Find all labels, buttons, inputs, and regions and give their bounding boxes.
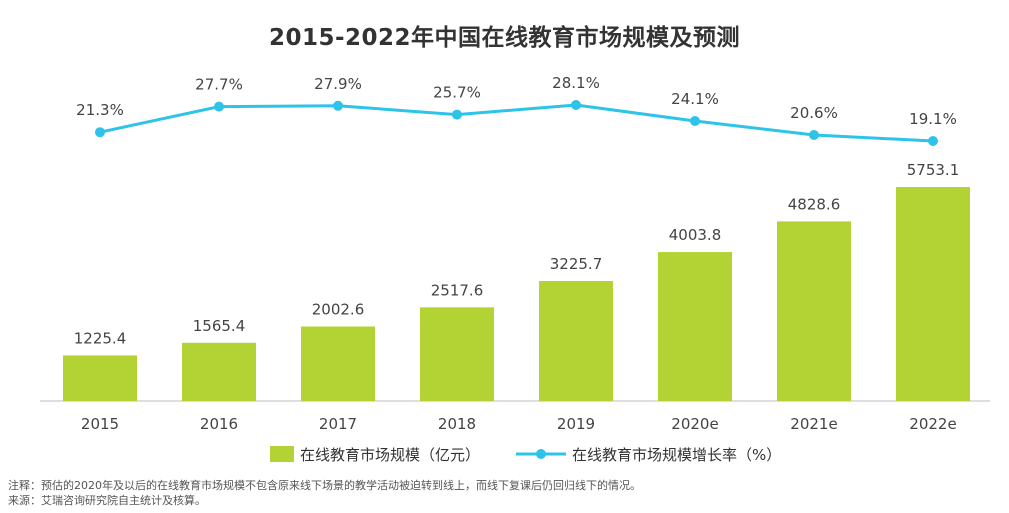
growth-point-2017 — [333, 100, 343, 111]
growth-point-2015 — [95, 127, 105, 138]
growth-point-2022e — [928, 136, 938, 146]
bar-2019 — [539, 281, 613, 401]
bar-value-label: 5753.1 — [907, 161, 960, 179]
bar-2020e — [658, 252, 732, 401]
growth-value-label: 24.1% — [671, 90, 719, 108]
growth-rate-line — [99, 103, 934, 143]
bar-value-label: 4003.8 — [669, 226, 722, 244]
bar-2022e — [896, 187, 970, 401]
chart-title: 2015-2022年中国在线教育市场规模及预测 — [268, 25, 741, 51]
growth-point-2018 — [452, 109, 462, 120]
legend-bar-swatch — [270, 446, 294, 462]
bar-2018 — [420, 307, 494, 401]
bar-2015 — [63, 355, 137, 401]
x-tick-label: 2018 — [438, 415, 476, 433]
x-tick-label: 2016 — [200, 415, 238, 433]
growth-point-2016 — [214, 101, 224, 112]
bar-value-label: 4828.6 — [788, 195, 841, 213]
bar-2017 — [301, 326, 375, 401]
chart-note: 注释：预估的2020年及以后的在线教育市场规模不包含原来线下场景的教学活动被迫转… — [8, 479, 641, 492]
bar-value-label: 2002.6 — [312, 301, 365, 319]
bar-value-label: 2517.6 — [431, 281, 484, 299]
growth-value-label: 27.9% — [314, 75, 362, 93]
x-tick-label: 2022e — [909, 415, 956, 433]
growth-value-label: 20.6% — [790, 104, 838, 122]
bar-value-label: 3225.7 — [550, 255, 603, 273]
bar-2021e — [777, 221, 851, 401]
bar-2016 — [182, 342, 256, 401]
x-tick-label: 2021e — [790, 415, 837, 433]
legend-line-label: 在线教育市场规模增长率（%） — [572, 446, 781, 464]
growth-value-label: 28.1% — [552, 74, 600, 92]
growth-value-label: 21.3% — [76, 101, 124, 119]
x-tick-label: 2017 — [319, 415, 357, 433]
x-tick-label: 2015 — [81, 415, 119, 433]
bar-value-label: 1565.4 — [193, 317, 246, 335]
bar-value-label: 1225.4 — [74, 329, 127, 347]
legend-line-marker — [536, 449, 546, 459]
chart-source: 来源：艾瑞咨询研究院自主统计及核算。 — [8, 494, 206, 507]
growth-point-2021e — [809, 130, 819, 140]
growth-value-label: 27.7% — [195, 76, 243, 94]
growth-point-2019 — [571, 100, 581, 110]
x-tick-label: 2019 — [557, 415, 595, 433]
growth-value-label: 19.1% — [909, 110, 957, 128]
growth-point-2020e — [690, 116, 700, 126]
growth-value-label: 25.7% — [433, 84, 481, 102]
x-tick-label: 2020e — [671, 415, 718, 433]
legend-bar-label: 在线教育市场规模（亿元） — [300, 446, 480, 464]
